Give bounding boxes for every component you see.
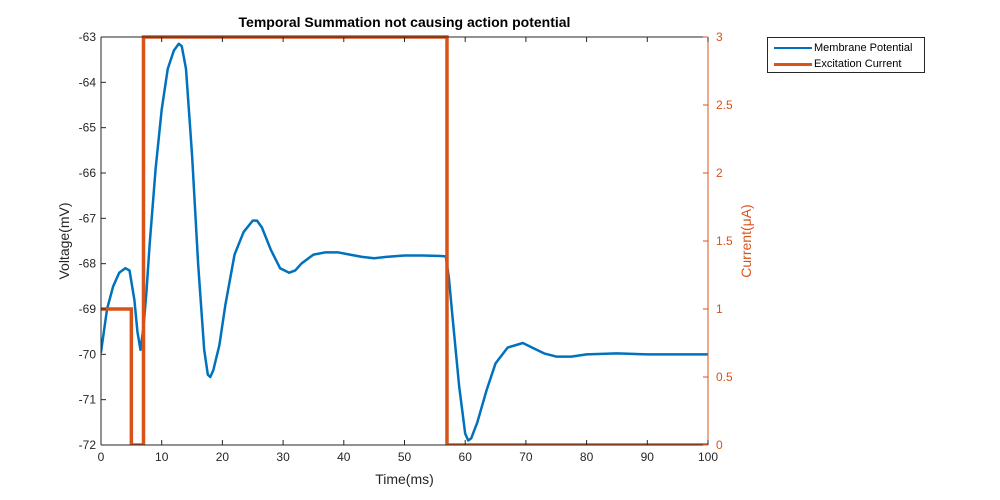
- x-tick-label: 80: [580, 450, 594, 464]
- y-left-tick-label: -72: [79, 438, 97, 452]
- y-right-tick-label: 0: [716, 438, 723, 452]
- axes-layer: 0 10 20 30 40 50 60 70 80 90 100-72-71-70-69-68-67…: [79, 30, 733, 464]
- y-left-tick-label: -67: [79, 211, 97, 225]
- series-line-membrane-potential: [101, 42, 708, 442]
- legend-entry-excitation-current: Excitation Current: [768, 56, 924, 72]
- legend-swatch-excitation-current: [774, 63, 812, 66]
- x-tick-label: 90: [641, 450, 655, 464]
- legend-entry-membrane-potential: Membrane Potential: [768, 40, 924, 56]
- x-tick-label: 60: [459, 450, 473, 464]
- legend-label-membrane-potential: Membrane Potential: [814, 42, 913, 54]
- y-right-axis-title: Current(μA): [738, 204, 754, 277]
- x-tick-label: 50: [398, 450, 412, 464]
- y-left-tick-label: -65: [79, 121, 97, 135]
- y-right-tick-label: 2: [716, 166, 723, 180]
- y-left-axis-title: Voltage(mV): [56, 202, 72, 279]
- y-left-tick-label: -68: [79, 257, 97, 271]
- y-left-tick-label: -71: [79, 393, 97, 407]
- legend-swatch-membrane-potential: [774, 47, 812, 49]
- legend-label-excitation-current: Excitation Current: [814, 58, 902, 70]
- x-tick-label: 70: [519, 450, 533, 464]
- y-left-tick-label: -69: [79, 302, 97, 316]
- x-tick-label: 100: [698, 450, 718, 464]
- y-left-tick-label: -66: [79, 166, 97, 180]
- y-right-tick-label: 1.5: [716, 234, 733, 248]
- y-right-tick-label: 3: [716, 30, 723, 44]
- x-tick-label: 40: [337, 450, 351, 464]
- y-right-tick-label: 1: [716, 302, 723, 316]
- legend: Membrane Potential Excitation Current: [767, 37, 925, 73]
- chart-title: Temporal Summation not causing action po…: [239, 14, 571, 30]
- series-layer: [101, 35, 708, 445]
- series-line-excitation-current: [101, 35, 708, 445]
- x-tick-label: 30: [276, 450, 290, 464]
- y-right-tick-label: 0.5: [716, 370, 733, 384]
- y-right-tick-label: 2.5: [716, 98, 733, 112]
- y-left-tick-label: -63: [79, 30, 97, 44]
- x-tick-label: 10: [155, 450, 169, 464]
- x-tick-label: 20: [216, 450, 230, 464]
- y-left-tick-label: -70: [79, 347, 97, 361]
- y-left-tick-label: -64: [79, 75, 97, 89]
- x-axis-title: Time(ms): [375, 471, 434, 487]
- x-tick-label: 0: [98, 450, 105, 464]
